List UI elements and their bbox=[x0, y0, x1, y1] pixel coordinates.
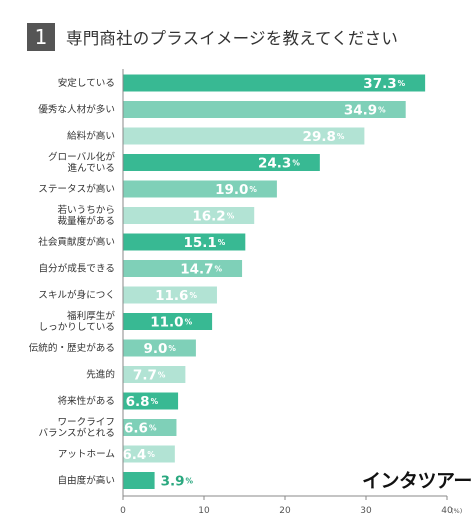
value-label: 6.4% bbox=[122, 447, 155, 463]
question-number-badge: 1 bbox=[27, 23, 55, 51]
bar bbox=[123, 445, 175, 463]
category-label: 先進的 bbox=[86, 369, 115, 381]
category-label: 裁量権がある bbox=[57, 215, 115, 227]
value-label: 11.0% bbox=[150, 315, 192, 331]
category-label: 福利厚生が bbox=[67, 310, 115, 322]
value-label: 15.1% bbox=[183, 235, 225, 251]
bar bbox=[123, 101, 406, 118]
bar bbox=[123, 207, 255, 224]
bar bbox=[123, 392, 179, 410]
value-label: 29.8% bbox=[303, 129, 345, 145]
bar bbox=[123, 419, 177, 436]
chart-title: 専門商社のプラスイメージを教えてください bbox=[66, 29, 399, 48]
category-label: しっかりしている bbox=[39, 322, 115, 333]
bar bbox=[123, 233, 246, 251]
category-label: アットホーム bbox=[58, 449, 115, 460]
value-label: 34.9% bbox=[344, 103, 386, 119]
value-label: 37.3% bbox=[363, 76, 405, 92]
interttour-logo: インタツアー bbox=[362, 470, 472, 492]
value-label: 6.6% bbox=[124, 421, 157, 437]
category-label: 自分が成長できる bbox=[38, 263, 115, 275]
bar bbox=[123, 313, 213, 330]
x-tick-label: 20 bbox=[279, 506, 291, 516]
bar bbox=[123, 180, 277, 198]
category-label: 自由度が高い bbox=[57, 475, 115, 487]
value-label: 11.6% bbox=[155, 288, 197, 304]
value-label: 3.9% bbox=[161, 474, 194, 490]
x-tick-label: 30 bbox=[360, 506, 372, 516]
category-label: バランスがとれる bbox=[38, 427, 115, 439]
x-tick-label: 10 bbox=[198, 506, 210, 516]
x-tick-label: 40 bbox=[441, 506, 453, 516]
x-tick-label: 0 bbox=[120, 506, 126, 516]
bar bbox=[123, 286, 217, 304]
value-label: 19.0% bbox=[215, 182, 257, 198]
bar bbox=[123, 366, 186, 383]
category-label: グローバル化が bbox=[48, 151, 115, 163]
value-label: 6.8% bbox=[126, 394, 159, 410]
category-label: 給料が高い bbox=[67, 130, 115, 142]
bar bbox=[123, 472, 155, 489]
bar bbox=[123, 127, 365, 145]
bar bbox=[123, 339, 196, 357]
value-label: 7.7% bbox=[133, 368, 166, 384]
bar bbox=[123, 260, 243, 277]
category-label: 社会貢献度が高い bbox=[38, 236, 115, 248]
category-label: 若いうちから bbox=[57, 204, 115, 216]
value-label: 24.3% bbox=[258, 156, 300, 172]
category-label: 進んでいる bbox=[68, 162, 116, 174]
category-label: 将来性がある bbox=[57, 395, 115, 407]
x-unit-label: (%) bbox=[451, 507, 462, 515]
category-label: ステータスが高い bbox=[38, 183, 115, 195]
category-label: ワークライフ bbox=[57, 417, 115, 428]
value-label: 16.2% bbox=[192, 209, 234, 225]
bar bbox=[123, 74, 426, 92]
category-label: スキルが身につく bbox=[38, 289, 115, 301]
category-label: 優秀な人材が多い bbox=[38, 104, 115, 116]
chart-heading: 1 専門商社のプラスイメージを教えてください bbox=[27, 22, 398, 52]
bar bbox=[123, 154, 320, 171]
category-label: 伝統的・歴史がある bbox=[29, 342, 115, 354]
value-label: 9.0% bbox=[143, 341, 176, 357]
value-label: 14.7% bbox=[180, 262, 222, 278]
category-label: 安定している bbox=[58, 77, 115, 89]
